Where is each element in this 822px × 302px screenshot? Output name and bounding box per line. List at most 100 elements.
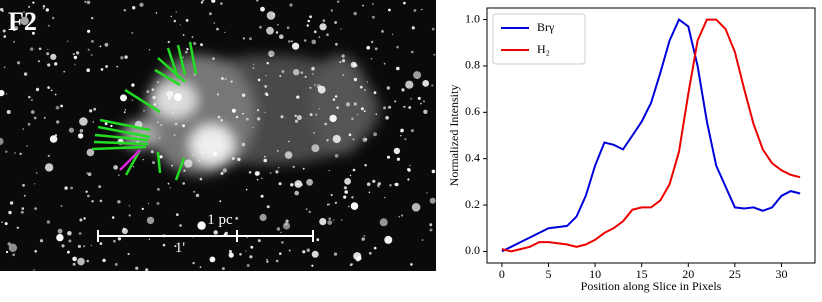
star [318,36,321,38]
star [143,109,145,112]
star [388,105,392,109]
star [116,65,119,68]
star [294,190,300,196]
star [200,1,203,4]
star [281,70,285,73]
star [362,137,368,143]
star [83,217,86,220]
star [308,210,312,214]
scale-label: 1 pc [207,212,233,228]
star [218,145,221,147]
star [383,106,387,110]
star [193,190,196,193]
star [316,238,320,242]
star [23,194,26,197]
star [212,57,215,60]
star [86,259,89,263]
star [410,97,412,100]
star [147,202,150,205]
star [326,203,329,206]
star [383,196,386,199]
star [370,58,373,60]
star [184,50,188,54]
star [408,106,412,109]
star [307,19,310,23]
star [13,41,15,43]
star [38,47,42,51]
star [184,159,193,168]
star [311,250,319,258]
legend-label: Brγ [537,20,555,34]
star [252,67,255,69]
star [34,28,36,31]
star [211,0,216,3]
star [87,194,90,198]
star [413,71,422,80]
star [14,26,19,30]
star [328,169,331,172]
star [8,210,12,215]
star [275,259,279,263]
star [256,0,259,2]
star [294,180,303,188]
star [304,75,307,78]
star [167,40,170,44]
star [79,129,84,133]
star [278,182,282,186]
star [423,109,428,115]
star [174,93,182,101]
star [266,62,269,65]
star [182,56,184,58]
star [4,222,8,226]
star [333,252,338,256]
star [113,165,118,170]
star [152,161,155,165]
star [77,133,84,139]
star [241,142,246,147]
star [175,213,179,217]
star [197,221,206,230]
star [266,259,268,261]
star [27,122,31,126]
star [288,40,291,43]
star [386,86,390,90]
star [67,40,69,42]
x-tick-label: 20 [682,267,694,281]
star [335,42,338,46]
legend-box [492,13,586,65]
star [264,155,266,158]
star [326,139,329,142]
star [99,199,103,203]
star [201,151,204,155]
star [332,219,335,221]
star [264,92,268,96]
star [92,121,95,123]
star [220,2,223,5]
star [195,193,200,198]
star [83,245,86,248]
astro-image: 1 pc 1' F2 [0,0,436,272]
star [433,53,436,56]
star [100,68,104,71]
y-tick-label: 0.2 [465,197,480,211]
star [366,45,371,50]
star [291,40,293,43]
star [385,116,389,120]
star [60,104,63,108]
star [351,117,354,120]
x-tick-label: 25 [729,267,741,281]
star [249,37,252,41]
star [401,88,405,92]
scale-bar [97,230,314,242]
star [47,63,51,67]
star [47,154,50,157]
star [410,263,413,266]
star [174,122,178,126]
star [341,54,345,58]
star [266,11,276,20]
star [123,111,126,114]
star [257,117,261,121]
star [381,30,384,33]
